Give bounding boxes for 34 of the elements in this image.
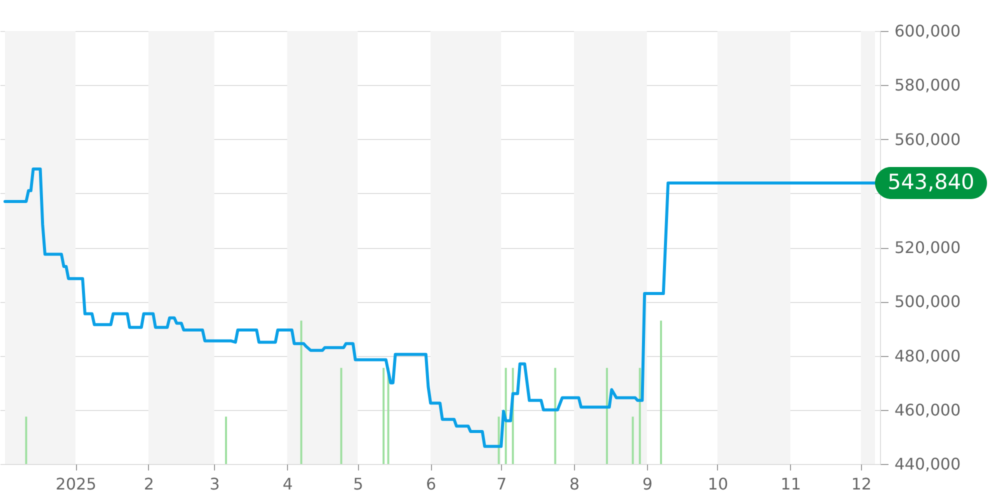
y-tick-label: 480,000 bbox=[894, 346, 961, 366]
y-tick-label: 460,000 bbox=[894, 400, 961, 420]
bar bbox=[632, 416, 634, 464]
x-tick-label: 8 bbox=[569, 474, 580, 494]
bar bbox=[498, 416, 500, 464]
x-tick-label: 2 bbox=[144, 474, 154, 494]
y-tick-label: 600,000 bbox=[894, 22, 961, 40]
x-tick-label: 10 bbox=[708, 474, 728, 494]
bar bbox=[606, 368, 608, 464]
line-series bbox=[4, 168, 876, 448]
bar bbox=[504, 368, 507, 464]
y-tick-label: 560,000 bbox=[894, 130, 961, 149]
x-tick-label: 6 bbox=[426, 474, 436, 494]
bar bbox=[660, 320, 662, 464]
bar bbox=[340, 368, 342, 464]
y-tick-label: 520,000 bbox=[894, 238, 961, 257]
x-tick-label: 7 bbox=[496, 474, 507, 494]
text: 543,840 bbox=[888, 170, 974, 194]
bar bbox=[25, 416, 28, 464]
x-tick-label: 12 bbox=[851, 474, 872, 494]
x-tick-label: 2025 bbox=[56, 474, 96, 494]
x-tick-label: 3 bbox=[210, 474, 220, 494]
x-tick-label: 5 bbox=[353, 474, 364, 494]
bar bbox=[382, 368, 385, 464]
x-tick-label: 4 bbox=[282, 474, 293, 494]
y-tick-label: 440,000 bbox=[894, 454, 961, 474]
bar bbox=[638, 368, 641, 464]
bar bbox=[225, 416, 228, 464]
x-tick-label: 11 bbox=[780, 474, 802, 494]
y-tick-label: 500,000 bbox=[894, 292, 961, 312]
x-tick-label: 9 bbox=[642, 474, 653, 494]
bar bbox=[554, 368, 556, 464]
y-tick-label: 580,000 bbox=[894, 76, 961, 95]
bar bbox=[300, 320, 302, 464]
